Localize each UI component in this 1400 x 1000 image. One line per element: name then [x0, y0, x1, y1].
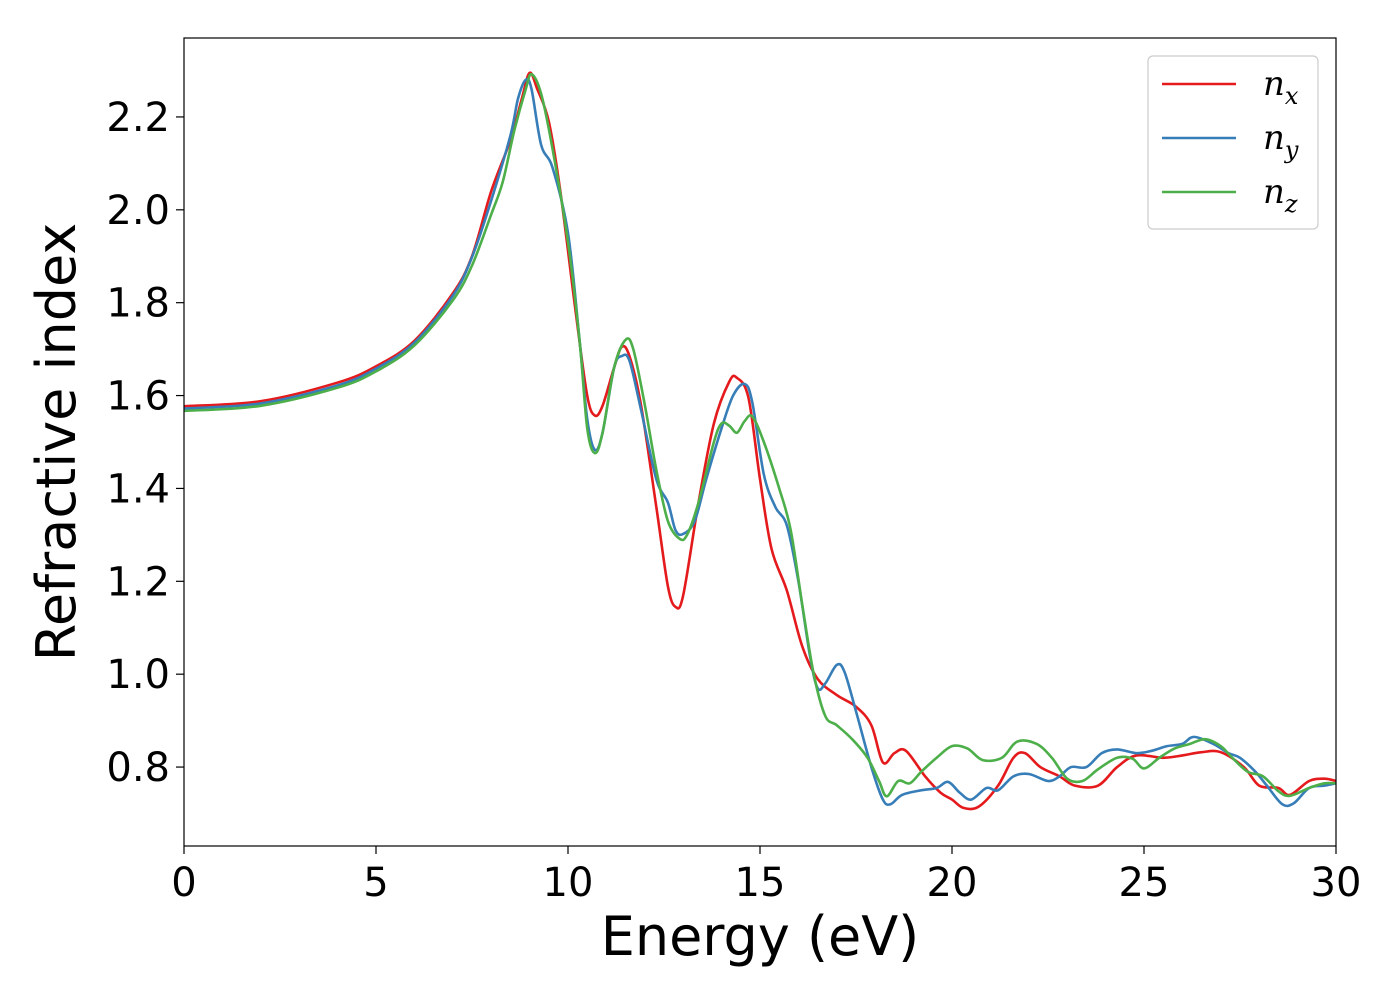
y-tick-label: 2.0 — [106, 188, 170, 234]
y-tick-label: 1.6 — [106, 374, 170, 420]
y-axis-title: Refractive index — [25, 223, 88, 662]
series-line-n-z — [184, 72, 1336, 798]
y-tick-label: 2.2 — [106, 95, 170, 141]
legend-box — [1147, 55, 1319, 230]
y-tick-label: 1.4 — [106, 466, 170, 512]
x-tick-label: 10 — [543, 860, 594, 906]
x-tick-label: 15 — [735, 860, 786, 906]
y-tick-label: 1.0 — [106, 652, 170, 698]
x-tick-label: 0 — [171, 860, 196, 906]
y-tick-label: 1.8 — [106, 281, 170, 327]
x-tick-label: 20 — [927, 860, 978, 906]
x-tick-label: 5 — [363, 860, 388, 906]
x-axis-title: Energy (eV) — [601, 905, 920, 968]
y-axis: 0.8 1.0 1.2 1.4 1.6 1.8 2.0 2.2 — [106, 95, 184, 791]
x-tick-label: 30 — [1311, 860, 1362, 906]
x-axis: 0 5 10 15 20 25 30 — [171, 846, 1361, 906]
y-tick-label: 0.8 — [106, 745, 170, 791]
y-tick-label: 1.2 — [106, 559, 170, 605]
series-layer — [184, 71, 1336, 811]
x-tick-label: 25 — [1119, 860, 1170, 906]
